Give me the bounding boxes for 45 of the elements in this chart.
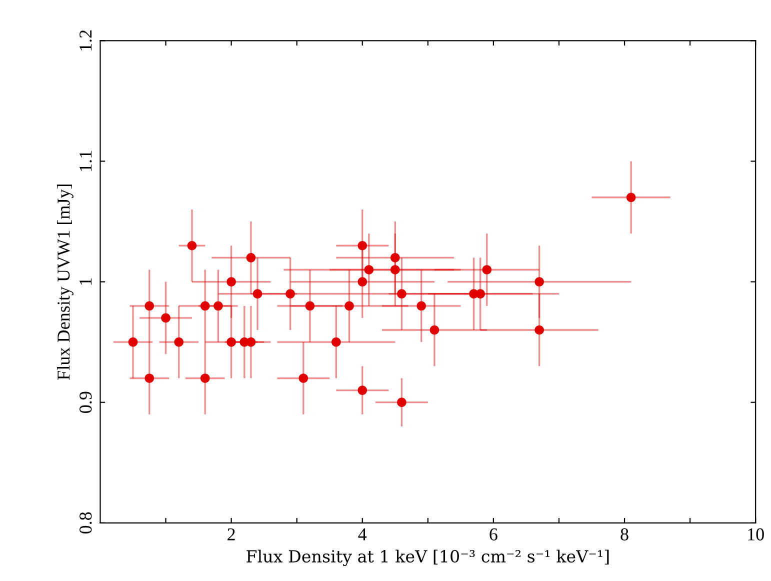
y-tick-label: 1.1 xyxy=(80,151,92,171)
point xyxy=(226,337,236,347)
x-axis-title: Flux Density at 1 keV [10⁻³ cm⁻² s⁻¹ keV⁻¹] xyxy=(246,550,609,566)
point xyxy=(397,398,406,407)
x-tick-label: 2 xyxy=(228,528,235,540)
point xyxy=(305,301,315,311)
point xyxy=(364,265,374,274)
point xyxy=(626,192,636,202)
point xyxy=(358,277,368,286)
point xyxy=(390,253,400,262)
y-tick-label: 0.8 xyxy=(80,512,92,534)
point xyxy=(144,301,154,311)
point xyxy=(144,374,154,383)
point xyxy=(200,374,210,383)
point xyxy=(174,337,184,347)
point xyxy=(344,301,354,311)
point xyxy=(128,337,138,347)
point xyxy=(252,289,262,298)
point xyxy=(416,301,426,311)
point xyxy=(161,313,170,323)
x-tick-label: 4 xyxy=(358,528,367,540)
point xyxy=(534,325,544,335)
point xyxy=(397,289,406,298)
y-tick-label: 0.9 xyxy=(80,392,92,413)
y-tick-label: 1.2 xyxy=(80,30,92,50)
point xyxy=(358,386,368,395)
point xyxy=(390,265,400,274)
point xyxy=(246,337,256,347)
point xyxy=(200,301,210,311)
point xyxy=(214,301,223,311)
x-tick-label: 10 xyxy=(748,528,764,540)
point xyxy=(226,277,236,286)
x-tick-label: 6 xyxy=(490,528,498,540)
point xyxy=(246,253,256,262)
point xyxy=(482,265,492,274)
x-tick-label: 8 xyxy=(620,528,628,540)
point xyxy=(534,277,544,286)
point xyxy=(331,337,341,347)
point xyxy=(358,240,368,250)
point xyxy=(187,240,197,250)
point xyxy=(286,289,295,298)
point xyxy=(298,374,308,383)
point xyxy=(430,325,440,335)
y-tick-label: 1 xyxy=(80,278,92,285)
y-axis-title: Flux Density UVW1 [mJy] xyxy=(57,184,74,380)
